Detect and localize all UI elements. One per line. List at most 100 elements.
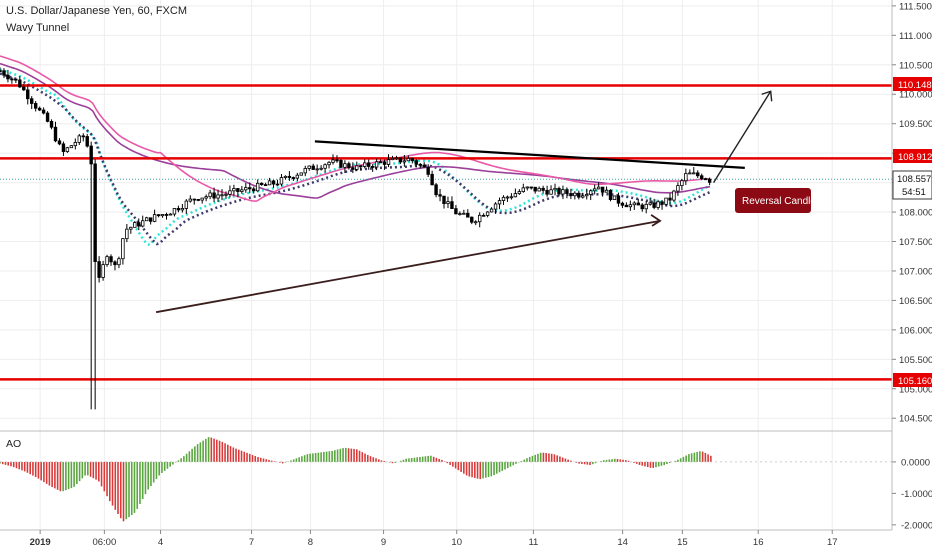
- candle-up: [228, 190, 232, 195]
- candle-down: [18, 79, 22, 88]
- candle-up: [220, 194, 224, 197]
- candle-down: [359, 165, 363, 168]
- ao-label: AO: [6, 438, 21, 450]
- time-axis[interactable]: 2019 06:00 4 7 8 9 10 11 14 15 16 17: [30, 530, 838, 548]
- candle-down: [109, 256, 113, 263]
- price-tick-label: 105.500: [899, 355, 932, 366]
- ema-slow-line: [0, 62, 711, 199]
- candlesticks: [0, 67, 712, 410]
- candle-up: [295, 174, 300, 179]
- time-tick-label: 17: [827, 537, 838, 548]
- candle-down: [335, 159, 339, 162]
- candle-up: [628, 204, 633, 208]
- candle-up: [327, 161, 331, 166]
- candle-up: [184, 200, 189, 209]
- candle-down: [271, 180, 276, 185]
- candle-down: [10, 78, 14, 81]
- candle-down: [311, 165, 315, 170]
- candle-up: [676, 185, 680, 192]
- candle-up: [208, 192, 212, 198]
- price-tick-label: 111.000: [899, 31, 932, 42]
- candle-down: [565, 189, 569, 194]
- candle-up: [323, 164, 327, 169]
- time-tick-label: 14: [617, 537, 628, 548]
- candle-down: [616, 195, 621, 204]
- candle-down: [636, 202, 640, 206]
- candle-up: [644, 203, 648, 210]
- candle-up: [394, 157, 399, 160]
- candle-up: [549, 189, 553, 195]
- resistance-trendline[interactable]: [314, 140, 745, 169]
- chart-title: U.S. Dollar/Japanese Yen, 60, FXCM: [6, 5, 187, 17]
- candle-up: [561, 189, 565, 195]
- candle-up: [303, 168, 307, 174]
- candle-up: [474, 221, 478, 224]
- candle-down: [6, 74, 10, 80]
- candle-up: [680, 180, 684, 186]
- candle-up: [224, 193, 228, 196]
- candle-down: [93, 163, 97, 262]
- candle-up: [664, 197, 668, 205]
- price-tick-label: 111.500: [899, 1, 932, 12]
- candle-down: [398, 157, 403, 163]
- candle-down: [696, 172, 700, 177]
- candle-down: [30, 98, 34, 104]
- candle-down: [212, 192, 216, 199]
- candle-up: [240, 189, 244, 192]
- candle-down: [608, 189, 613, 200]
- price-tick-label: 107.500: [899, 237, 932, 248]
- support-arrowhead: [650, 214, 662, 227]
- candle-down: [470, 216, 474, 223]
- price-tag-bottom: 105.160: [893, 373, 932, 387]
- candle-down: [0, 70, 2, 73]
- candle-up: [505, 196, 510, 199]
- indicator-label: Wavy Tunnel: [6, 22, 69, 34]
- candle-down: [707, 178, 712, 183]
- candle-up: [648, 202, 652, 205]
- candle-up: [688, 172, 692, 175]
- ao-tick-label: 0.0000: [901, 457, 930, 468]
- price-tag-mid-bg: [893, 149, 932, 163]
- candle-up: [188, 198, 192, 202]
- candle-up: [573, 192, 577, 197]
- reversal-candle-annotation[interactable]: Reversal Candle: [735, 188, 816, 213]
- candle-down: [97, 261, 101, 278]
- candle-up: [402, 160, 407, 163]
- candle-down: [41, 109, 46, 114]
- candle-down: [652, 202, 656, 208]
- candle-up: [101, 264, 105, 278]
- candle-up: [121, 238, 125, 260]
- candle-up: [77, 135, 81, 143]
- candle-down: [533, 186, 537, 192]
- candle-up: [513, 193, 518, 198]
- ao-tick-label: -1.0000: [901, 489, 932, 500]
- candle-down: [49, 121, 54, 128]
- price-tick-label: 110.000: [899, 90, 932, 101]
- candle-down: [418, 163, 422, 166]
- ao-axis[interactable]: 0.0000 -1.0000 -2.0000: [892, 457, 932, 531]
- candle-down: [366, 162, 371, 167]
- candle-down: [45, 112, 50, 122]
- price-tag-top-bg: [893, 77, 932, 91]
- horizontal-levels[interactable]: [0, 84, 892, 381]
- candle-up: [204, 196, 208, 199]
- price-tick-label: 109.500: [899, 119, 932, 130]
- candle-down: [22, 86, 26, 91]
- candle-down: [620, 202, 625, 206]
- candle-up: [117, 258, 121, 266]
- trendlines[interactable]: [155, 90, 773, 314]
- support-trendline[interactable]: [155, 220, 661, 314]
- candle-up: [279, 177, 284, 185]
- projection-arrow-line[interactable]: [713, 90, 772, 183]
- candle-up: [406, 158, 411, 162]
- price-tag-current: 108.557 54:51: [892, 170, 932, 200]
- candle-down: [370, 166, 375, 168]
- candle-up: [355, 165, 359, 170]
- candle-up: [216, 194, 220, 199]
- candle-down: [236, 188, 240, 192]
- candle-down: [529, 186, 533, 189]
- candle-up: [589, 190, 593, 195]
- candle-down: [600, 186, 605, 193]
